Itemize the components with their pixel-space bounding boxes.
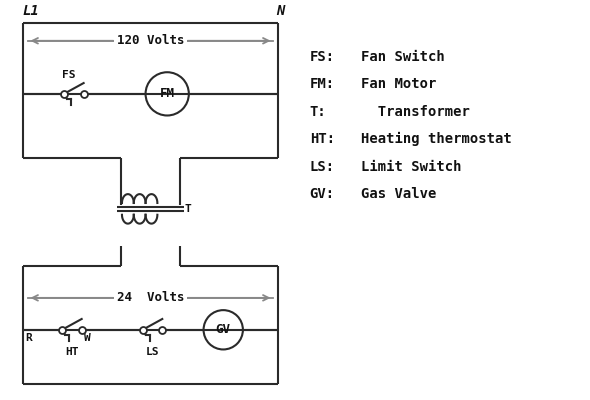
Text: N: N: [276, 4, 284, 18]
Text: Heating thermostat: Heating thermostat: [361, 132, 512, 146]
Text: FM: FM: [160, 87, 175, 100]
Text: T:: T:: [310, 105, 326, 119]
Text: 24  Volts: 24 Volts: [117, 291, 184, 304]
Text: Transformer: Transformer: [361, 105, 470, 119]
Text: HT:: HT:: [310, 132, 335, 146]
Text: LS: LS: [146, 348, 159, 358]
Text: GV: GV: [216, 323, 231, 336]
Text: FS:: FS:: [310, 50, 335, 64]
Text: W: W: [84, 333, 90, 343]
Text: GV:: GV:: [310, 187, 335, 201]
Text: T: T: [185, 204, 192, 214]
Text: Gas Valve: Gas Valve: [361, 187, 436, 201]
Text: FM:: FM:: [310, 77, 335, 91]
Text: FS: FS: [62, 70, 76, 80]
Text: LS:: LS:: [310, 160, 335, 174]
Text: Fan Motor: Fan Motor: [361, 77, 436, 91]
Text: 120 Volts: 120 Volts: [117, 34, 184, 47]
Text: HT: HT: [65, 348, 78, 358]
Text: R: R: [25, 333, 32, 343]
Text: Limit Switch: Limit Switch: [361, 160, 461, 174]
Text: Fan Switch: Fan Switch: [361, 50, 445, 64]
Text: L1: L1: [22, 4, 40, 18]
